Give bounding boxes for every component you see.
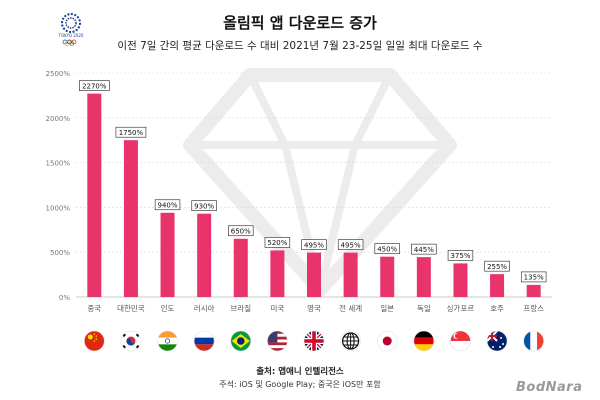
bar-3 bbox=[197, 213, 212, 297]
flag-us-icon bbox=[267, 330, 288, 352]
x-tick-label: 독일 bbox=[417, 304, 431, 313]
x-tick-label: 전 세계 bbox=[339, 303, 362, 313]
flag-world-icon bbox=[340, 330, 361, 352]
data-label-box bbox=[337, 239, 364, 250]
data-label: 445% bbox=[414, 246, 434, 254]
bar-11 bbox=[490, 274, 505, 297]
data-label-box bbox=[447, 250, 474, 261]
country-flags bbox=[84, 330, 544, 352]
watermark-text: BodNara bbox=[516, 380, 583, 395]
x-axis: 중국 대한민국 인도 러시아 브라질 미국 영국 전 세계 일본 독일 싱가포르 호주 프랑스 bbox=[87, 303, 544, 313]
flag-br-icon bbox=[230, 330, 252, 352]
bar-12 bbox=[526, 284, 541, 297]
data-label-box bbox=[411, 243, 437, 255]
y-tick-label: 500% bbox=[50, 249, 70, 257]
bar-7 bbox=[343, 252, 358, 297]
flag-au-icon bbox=[486, 330, 508, 352]
tokyo-2020-logo: TOKYO 2020 bbox=[58, 13, 84, 46]
data-label-box bbox=[374, 243, 400, 254]
bar-10 bbox=[453, 263, 468, 297]
y-tick-label: 2500% bbox=[46, 70, 71, 78]
data-label: 375% bbox=[450, 252, 470, 260]
x-tick-label: 영국 bbox=[307, 303, 321, 313]
y-tick-label: 1000% bbox=[46, 204, 71, 212]
flag-jp-icon bbox=[376, 330, 398, 352]
y-tick-label: 2000% bbox=[46, 115, 71, 123]
data-label: 450% bbox=[377, 245, 397, 253]
data-label-box bbox=[484, 260, 510, 272]
y-axis: 0% 500% 1000% 1500% 2000% 2500% bbox=[46, 70, 71, 302]
data-label: 2270% bbox=[82, 82, 107, 90]
x-tick-label: 인도 bbox=[161, 303, 175, 313]
bars bbox=[87, 93, 541, 297]
data-label: 520% bbox=[267, 239, 287, 247]
flag-sg-icon bbox=[450, 330, 471, 352]
flag-de-icon bbox=[413, 330, 435, 352]
bar-2 bbox=[160, 212, 175, 297]
x-tick-label: 호주 bbox=[490, 304, 504, 313]
chart-title: 올림픽 앱 다운로드 증가 bbox=[223, 14, 377, 32]
data-label-box bbox=[301, 239, 327, 250]
bar-4 bbox=[233, 238, 248, 297]
data-label: 495% bbox=[304, 241, 324, 249]
source-text: 출처: 앱애니 인텔리전스 bbox=[256, 367, 344, 377]
data-labels: 2270% 1750% 940% 930% 650% 520% 495% 495% 450% 44… bbox=[79, 80, 547, 283]
bar-1 bbox=[123, 140, 138, 297]
x-tick-label: 대한민국 bbox=[117, 303, 145, 313]
bar-8 bbox=[380, 256, 395, 297]
data-label-box bbox=[264, 237, 291, 248]
data-label-box bbox=[191, 200, 217, 211]
chart-subtitle: 이전 7일 간의 평균 다운로드 수 대비 2021년 7월 23-25일 일일… bbox=[117, 40, 483, 52]
x-tick-label: 브라질 bbox=[230, 304, 251, 313]
data-label: 135% bbox=[524, 274, 544, 282]
data-label: 650% bbox=[231, 228, 251, 236]
flag-gb-icon bbox=[303, 330, 325, 352]
x-tick-label: 일본 bbox=[380, 304, 394, 313]
data-label-box bbox=[79, 80, 110, 91]
x-tick-label: 미국 bbox=[270, 304, 284, 313]
bar-5 bbox=[270, 250, 285, 297]
y-tick-label: 0% bbox=[59, 294, 70, 302]
data-label: 495% bbox=[341, 241, 361, 249]
flag-cn-icon bbox=[84, 330, 105, 352]
bar-6 bbox=[307, 252, 321, 297]
data-label: 1750% bbox=[119, 129, 144, 137]
flag-fr-icon bbox=[523, 330, 544, 352]
data-label-box bbox=[154, 199, 181, 211]
bar-9 bbox=[416, 257, 431, 297]
logo-text: TOKYO 2020 bbox=[58, 33, 84, 38]
data-label-box bbox=[115, 126, 147, 138]
x-tick-label: 러시아 bbox=[194, 303, 215, 313]
data-label: 940% bbox=[158, 202, 178, 210]
data-label: 930% bbox=[194, 202, 214, 210]
flag-ru-icon bbox=[193, 330, 215, 352]
x-tick-label: 싱가포르 bbox=[447, 303, 475, 313]
flag-in-icon bbox=[157, 330, 178, 352]
data-label-box bbox=[228, 225, 254, 237]
y-tick-label: 1500% bbox=[46, 160, 71, 168]
data-label: 255% bbox=[487, 263, 507, 271]
bar-0 bbox=[87, 93, 102, 297]
flag-kr-icon bbox=[120, 330, 142, 352]
data-label-box bbox=[520, 271, 547, 283]
x-tick-label: 중국 bbox=[87, 304, 101, 313]
x-tick-label: 프랑스 bbox=[523, 304, 544, 313]
footnote-text: 주석: iOS 및 Google Play; 중국은 iOS만 포함 bbox=[219, 380, 381, 389]
